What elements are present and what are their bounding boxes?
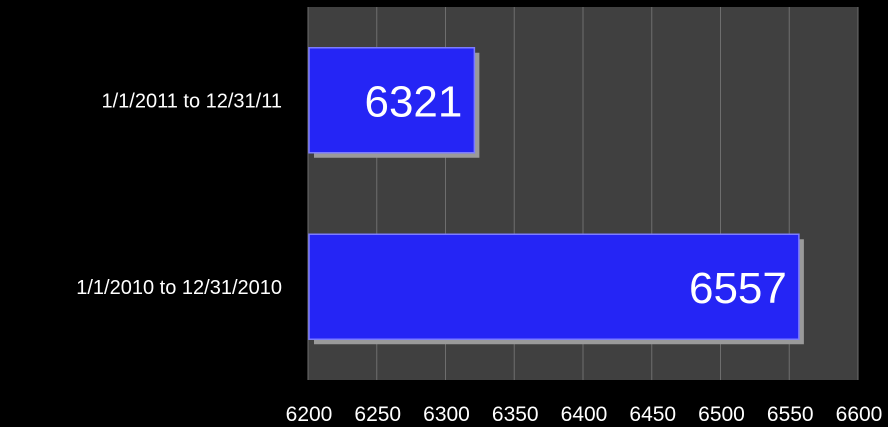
x-tick-label: 6300 <box>423 403 470 426</box>
bar-value-label: 6557 <box>689 264 787 313</box>
x-axis-tick-labels: 6200 6250 6300 6350 6400 6450 6500 6550 6600 <box>286 403 883 426</box>
category-label: 1/1/2011 to 12/31/11 <box>101 90 282 112</box>
category-labels: 1/1/2011 to 12/31/11 1/1/2010 to 12/31/20… <box>76 90 282 299</box>
bar <box>308 233 800 340</box>
x-tick-label: 6400 <box>561 403 608 426</box>
x-tick-label: 6350 <box>492 403 539 426</box>
x-tick-label: 6600 <box>836 403 883 426</box>
bars: 6321 6557 <box>308 47 804 345</box>
category-label: 1/1/2010 to 12/31/2010 <box>76 277 282 299</box>
x-tick-label: 6200 <box>286 403 333 426</box>
x-tick-label: 6500 <box>698 403 745 426</box>
x-tick-label: 6250 <box>354 403 401 426</box>
x-tick-label: 6450 <box>629 403 676 426</box>
x-tick-label: 6550 <box>767 403 814 426</box>
bar <box>308 47 476 154</box>
bar-value-label: 6321 <box>364 77 462 126</box>
